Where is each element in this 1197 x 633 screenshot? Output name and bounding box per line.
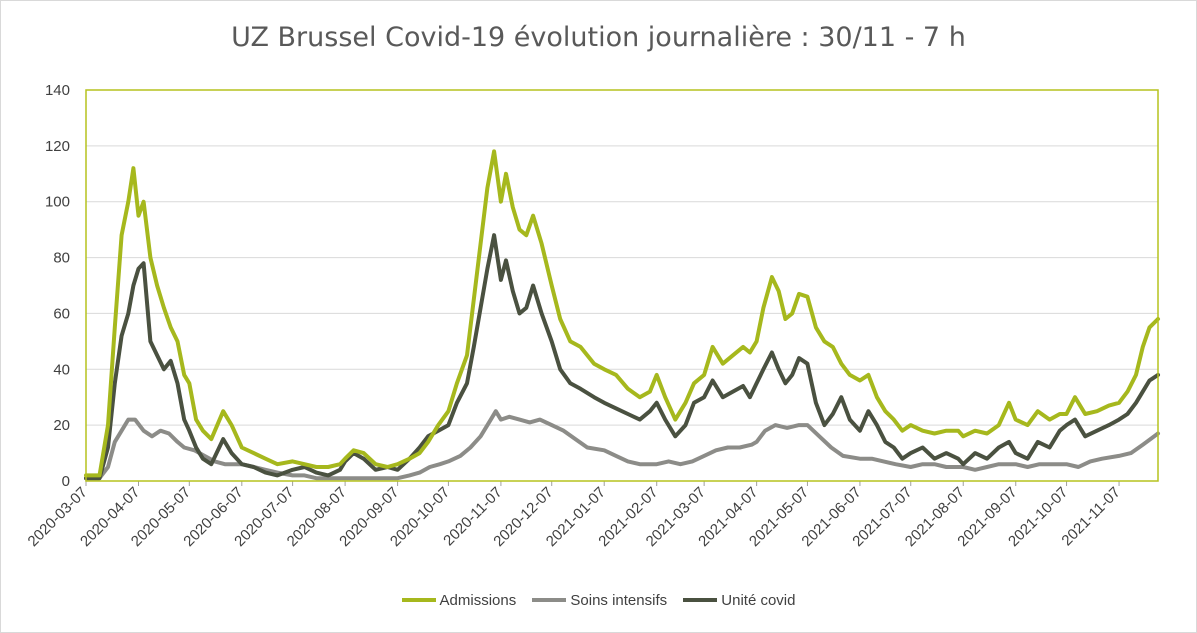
y-tick-label-100: 100	[45, 194, 70, 211]
series-line-unit-covid	[84, 233, 1160, 481]
y-tick-label-40: 40	[53, 361, 70, 378]
legend: Admissions Soins intensifs Unité covid	[0, 592, 1197, 609]
y-tick-label-120: 120	[45, 138, 70, 155]
legend-item-unite-covid: Unité covid	[683, 592, 795, 609]
legend-swatch-soins-intensifs	[532, 598, 567, 603]
legend-swatch-admissions	[401, 598, 436, 603]
grid-lines	[86, 145, 1158, 426]
y-tick-label-140: 140	[45, 82, 70, 99]
legend-label-soins-intensifs: Soins intensifs	[570, 592, 668, 609]
legend-label-unite-covid: Unité covid	[721, 592, 796, 609]
series-line-soins-intensifs	[84, 409, 1160, 481]
legend-item-admissions: Admissions	[401, 592, 517, 609]
series-lines	[84, 149, 1160, 481]
legend-swatch-unite-covid	[683, 598, 718, 603]
x-axis-tick-labels: 2020-03-072020-04-072020-05-072020-06-07…	[25, 481, 1124, 550]
legend-item-soins-intensifs: Soins intensifs	[532, 592, 667, 609]
plot-border	[85, 89, 1159, 482]
legend-label-admissions: Admissions	[439, 592, 517, 609]
y-tick-label-20: 20	[53, 417, 70, 434]
y-tick-label-80: 80	[53, 250, 70, 267]
y-axis-tick-labels: 0 20 40 60 80 100 120 140	[45, 82, 70, 490]
y-tick-label-0: 0	[62, 473, 70, 490]
y-tick-label-60: 60	[53, 305, 70, 322]
series-line-admissions	[84, 149, 1160, 478]
chart-title: UZ Brussel Covid-19 évolution journalièr…	[231, 22, 966, 53]
